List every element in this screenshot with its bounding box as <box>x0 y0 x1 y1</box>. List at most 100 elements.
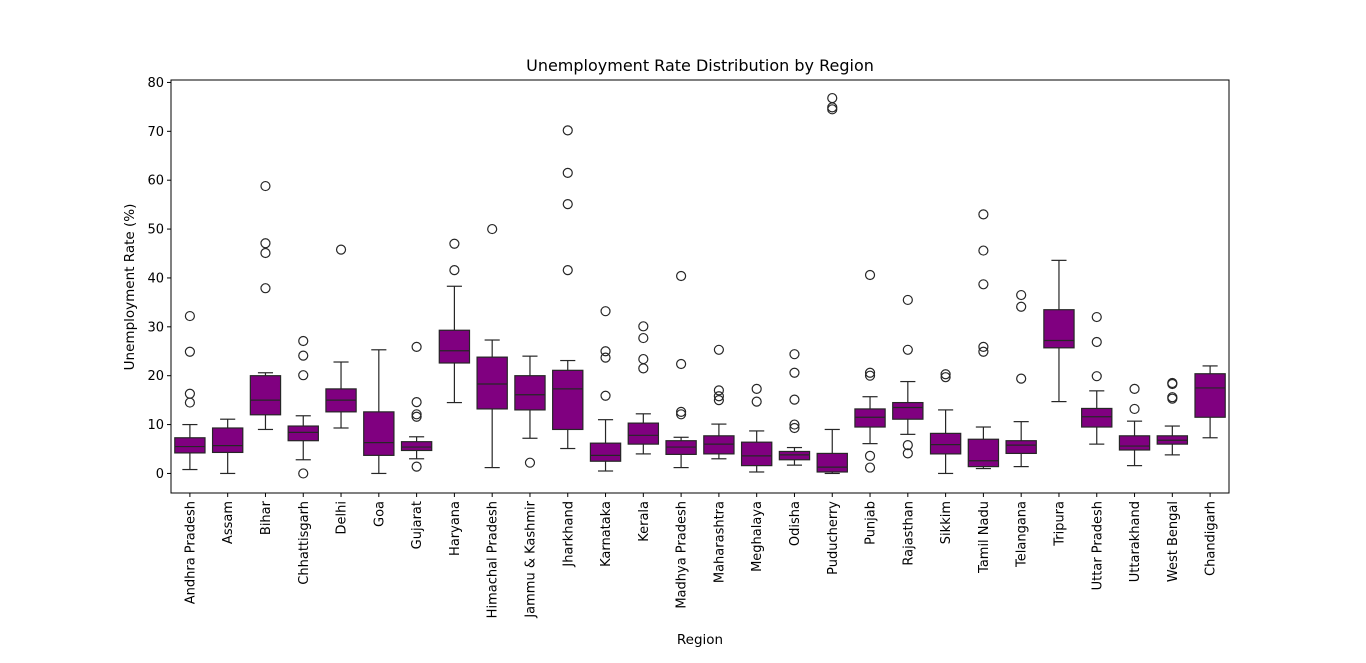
x-tick-label: Tripura <box>1052 501 1067 547</box>
outlier-point <box>789 394 800 405</box>
outlier-point <box>260 283 271 294</box>
box-tripura <box>1043 259 1075 403</box>
outlier-point <box>864 370 876 381</box>
x-axis: Andhra Pradesh Assam Bihar Chhattisgarh Delh… <box>183 493 1219 619</box>
outlier-point <box>902 448 913 459</box>
outlier-point <box>335 244 347 255</box>
outlier-point <box>751 396 762 407</box>
x-axis-label: Region <box>677 632 723 648</box>
box-west-bengal <box>1156 377 1189 456</box>
x-tick-label: Meghalaya <box>750 501 765 572</box>
x-tick-label: Haryana <box>448 501 463 556</box>
outlier-point <box>864 269 876 281</box>
outlier-point <box>524 457 536 468</box>
y-tick-label: 80 <box>147 76 164 91</box>
iqr-box <box>211 427 244 454</box>
iqr-box <box>740 441 773 467</box>
outlier-point <box>260 180 271 192</box>
outlier-point <box>449 238 460 249</box>
box-uttar-pradesh <box>1081 311 1113 445</box>
x-tick-label: Bihar <box>259 500 274 535</box>
outlier-point <box>487 223 498 235</box>
box-haryana <box>438 238 471 404</box>
outlier-point <box>184 397 195 408</box>
y-tick-label: 40 <box>147 271 164 286</box>
outlier-point <box>1091 336 1102 348</box>
plot-area <box>174 92 1226 479</box>
outlier-point <box>827 92 838 104</box>
iqr-box <box>249 375 282 416</box>
outlier-point <box>260 247 271 259</box>
outlier-point <box>638 363 649 374</box>
outlier-point <box>864 450 876 461</box>
outlier-point <box>978 245 989 256</box>
outlier-point <box>902 440 913 451</box>
iqr-box <box>892 401 924 420</box>
outlier-point <box>1129 403 1140 415</box>
outlier-point <box>789 349 800 360</box>
x-tick-label: Chandigarh <box>1204 501 1219 576</box>
box-gujarat <box>400 341 433 472</box>
iqr-box <box>287 425 319 442</box>
box-telangana <box>1005 289 1037 468</box>
iqr-box <box>476 356 508 410</box>
iqr-box <box>627 422 660 445</box>
iqr-box <box>929 432 962 455</box>
outlier-point <box>978 279 989 290</box>
box-kerala <box>627 321 660 455</box>
box-odisha <box>778 349 811 466</box>
y-tick-label: 20 <box>147 369 164 384</box>
box-chhattisgarh <box>287 335 319 479</box>
box-chandigarh <box>1194 365 1226 439</box>
outlier-point <box>600 346 611 357</box>
x-tick-label: Telangana <box>1015 501 1030 568</box>
outlier-point <box>562 199 573 210</box>
box-rajasthan <box>892 294 924 459</box>
box-goa <box>363 349 395 475</box>
box-uttarakhand <box>1118 383 1151 467</box>
outlier-point <box>638 332 649 344</box>
plot-frame <box>170 79 1230 494</box>
outlier-point <box>449 265 460 276</box>
outlier-point <box>676 270 687 282</box>
x-tick-label: Uttar Pradesh <box>1090 501 1105 590</box>
outlier-point <box>1167 393 1178 404</box>
outlier-point <box>184 310 195 322</box>
box-karnataka <box>589 306 622 472</box>
box-assam <box>211 418 244 475</box>
outlier-point <box>298 335 309 347</box>
outlier-point <box>713 395 724 406</box>
outlier-point <box>638 353 649 365</box>
box-jharkhand <box>552 125 584 450</box>
outlier-point <box>411 396 422 408</box>
outlier-point <box>260 238 271 249</box>
x-tick-label: Karnataka <box>599 501 614 567</box>
outlier-point <box>1129 383 1140 394</box>
x-tick-label: Sikkim <box>939 501 954 544</box>
outlier-point <box>1016 289 1027 301</box>
x-tick-label: Jharkhand <box>561 501 576 568</box>
outlier-point <box>789 419 800 430</box>
iqr-box <box>589 442 622 462</box>
iqr-box <box>1081 407 1113 428</box>
outlier-point <box>713 391 724 402</box>
box-meghalaya <box>740 383 773 473</box>
outlier-point <box>298 350 309 361</box>
outlier-point <box>827 104 838 115</box>
iqr-box <box>703 435 735 455</box>
x-tick-label: Madhya Pradesh <box>675 501 690 609</box>
box-bihar <box>249 180 282 431</box>
y-tick-label: 0 <box>156 467 164 482</box>
iqr-box <box>363 411 395 456</box>
x-tick-label: Punjab <box>864 501 879 545</box>
outlier-point <box>789 367 800 378</box>
x-tick-label: Odisha <box>788 501 803 546</box>
outlier-point <box>864 367 876 378</box>
x-tick-label: Maharashtra <box>712 501 727 583</box>
y-axis-label: Unemployment Rate (%) <box>122 204 138 371</box>
outlier-point <box>1167 378 1178 390</box>
outlier-point <box>902 344 913 355</box>
x-tick-label: Gujarat <box>410 501 425 549</box>
outlier-point <box>676 406 687 417</box>
